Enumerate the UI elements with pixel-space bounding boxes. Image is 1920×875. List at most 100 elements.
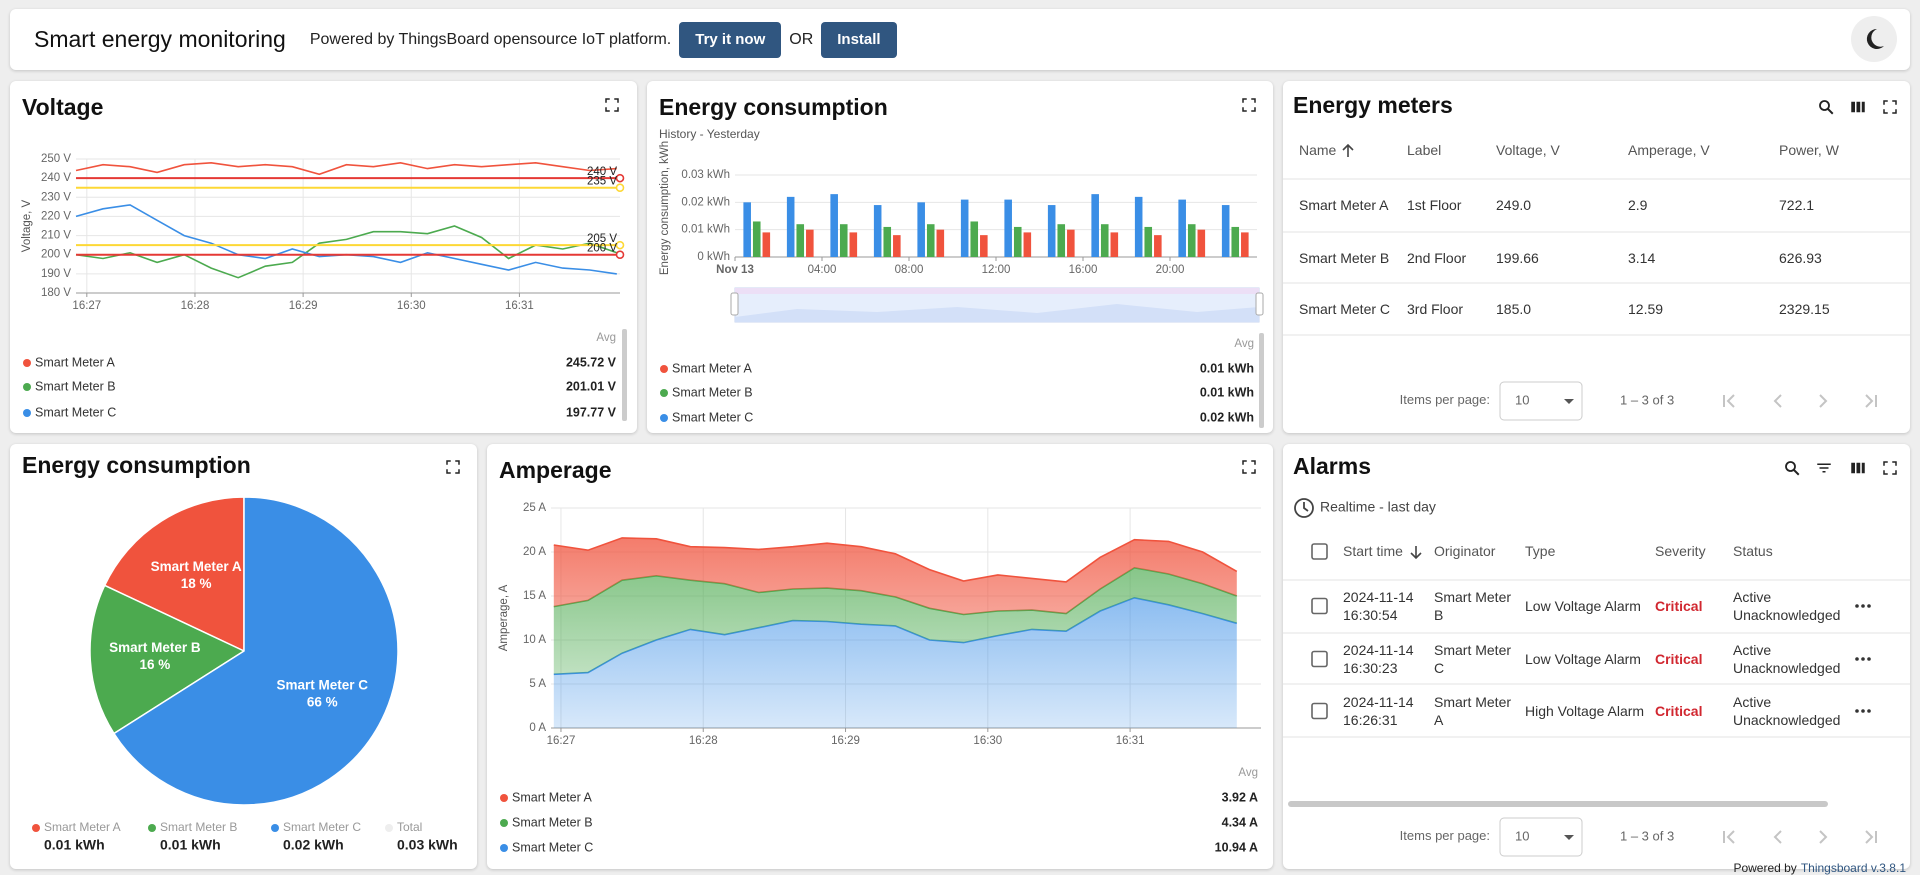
y-axis-title: Energy consumption, kWh bbox=[659, 141, 671, 275]
column-header: Severity bbox=[1655, 543, 1706, 559]
legend-swatch bbox=[660, 389, 668, 397]
widget-title: Energy consumption bbox=[659, 94, 888, 120]
bar bbox=[752, 221, 761, 257]
fullscreen-button[interactable] bbox=[605, 98, 619, 112]
column-header: Name bbox=[1299, 142, 1337, 158]
columns-button[interactable] bbox=[1851, 462, 1865, 474]
bar bbox=[1004, 199, 1012, 257]
x-tick-label: 16:27 bbox=[547, 735, 576, 747]
y-tick-label: 0.01 kWh bbox=[681, 224, 730, 236]
page-nav-button bbox=[1773, 394, 1782, 408]
column-header: Amperage, V bbox=[1628, 142, 1710, 158]
row-menu-dot bbox=[1861, 709, 1865, 713]
x-tick-label: 16:31 bbox=[505, 300, 534, 312]
legend-value: 3.92 A bbox=[1222, 790, 1258, 804]
y-tick-label: 220 V bbox=[41, 210, 71, 222]
version-link[interactable]: Thingsboard v.3.8.1 bbox=[1800, 861, 1906, 875]
or-text: OR bbox=[789, 30, 814, 48]
legend-swatch bbox=[23, 409, 31, 417]
bar bbox=[849, 232, 858, 257]
search-button[interactable] bbox=[1785, 461, 1800, 476]
legend-value: 0.03 kWh bbox=[397, 837, 458, 853]
install-button[interactable]: Install bbox=[821, 21, 897, 58]
page-nav-button bbox=[1865, 394, 1877, 408]
y-tick-label: 15 A bbox=[523, 590, 546, 602]
column-header: Power, W bbox=[1779, 142, 1839, 158]
cell: 626.93 bbox=[1779, 250, 1822, 266]
bar bbox=[806, 229, 814, 257]
scrollbar bbox=[1259, 333, 1264, 428]
pie-slice bbox=[103, 496, 245, 653]
column-header: Start time bbox=[1343, 543, 1403, 559]
bar bbox=[970, 221, 979, 257]
cell: High Voltage Alarm bbox=[1525, 703, 1645, 719]
widget-subtitle: History - Yesterday bbox=[659, 127, 760, 141]
cell: 249.0 bbox=[1496, 197, 1532, 213]
bar bbox=[1241, 232, 1249, 257]
bar bbox=[1057, 224, 1066, 257]
amperage-chart: Amperage 0 A 5 A 10 A 15 A 20 A 25 A 16:27 16:2… bbox=[498, 457, 1261, 854]
cell: Low Voltage Alarm bbox=[1525, 598, 1641, 614]
sort-arrow bbox=[1342, 143, 1354, 157]
legend-header: Avg bbox=[1238, 767, 1258, 779]
slice-value: 16 % bbox=[139, 657, 170, 672]
legend-swatch bbox=[500, 844, 508, 852]
cell: 12.59 bbox=[1628, 301, 1664, 317]
page-nav-button bbox=[1865, 830, 1877, 844]
widget-title: Energy meters bbox=[1293, 92, 1453, 118]
x-tick-label: Nov 13 bbox=[716, 264, 754, 276]
fullscreen-button[interactable] bbox=[1242, 460, 1256, 474]
page-size-select bbox=[1499, 381, 1583, 421]
search-button[interactable] bbox=[1819, 100, 1834, 115]
fullscreen-button[interactable] bbox=[1883, 100, 1897, 114]
fullscreen-button[interactable] bbox=[446, 460, 460, 474]
widget-title: Energy consumption bbox=[22, 452, 251, 478]
legend-swatch bbox=[23, 383, 31, 391]
clock-icon bbox=[1294, 498, 1314, 518]
items-per-page-label: Items per page: bbox=[1399, 828, 1490, 843]
pie-slice bbox=[89, 584, 246, 735]
fullscreen-button[interactable] bbox=[1242, 98, 1256, 112]
bar bbox=[743, 202, 751, 257]
threshold-marker bbox=[615, 173, 625, 183]
bar bbox=[926, 224, 935, 257]
threshold-marker bbox=[615, 240, 625, 250]
legend-swatch bbox=[660, 414, 668, 422]
select-arrow bbox=[1564, 399, 1574, 404]
filter-button[interactable] bbox=[1817, 463, 1831, 473]
select-all-checkbox[interactable] bbox=[1311, 543, 1328, 560]
cell: 3.14 bbox=[1628, 250, 1656, 266]
cell: Critical bbox=[1655, 703, 1703, 719]
cell: Smart Meter B bbox=[1434, 589, 1512, 623]
data-zoom[interactable] bbox=[730, 287, 1264, 323]
slice-value: 18 % bbox=[181, 576, 212, 591]
bar bbox=[980, 235, 988, 257]
slice-label: Smart Meter B bbox=[109, 640, 201, 655]
legend-swatch bbox=[271, 824, 279, 832]
slice-value: 66 % bbox=[307, 695, 338, 710]
theme-toggle[interactable] bbox=[1850, 15, 1898, 63]
x-tick-label: 12:00 bbox=[982, 264, 1011, 276]
x-tick-label: 16:27 bbox=[72, 300, 101, 312]
sort-arrow bbox=[1410, 546, 1422, 560]
legend-value: 201.01 V bbox=[566, 379, 617, 393]
cell: Smart Meter B bbox=[1299, 250, 1390, 266]
tagline: Powered by ThingsBoard opensource IoT pl… bbox=[309, 30, 672, 48]
legend-label: Smart Meter A bbox=[672, 361, 753, 375]
page-size-select bbox=[1499, 817, 1583, 857]
row-menu-dot bbox=[1867, 657, 1871, 661]
cell: Active Unacknowledged bbox=[1733, 589, 1841, 623]
columns-button[interactable] bbox=[1851, 101, 1865, 113]
table-decor: Alarms Realtime - last day 10 1 – 3 of 3 bbox=[1283, 453, 1910, 857]
y-tick-label: 210 V bbox=[41, 230, 71, 242]
legend-value: 0.01 kWh bbox=[1200, 361, 1254, 375]
x-tick-label: 16:30 bbox=[973, 735, 1002, 747]
bar bbox=[1231, 226, 1240, 257]
legend-swatch bbox=[23, 359, 31, 367]
fullscreen-button[interactable] bbox=[1883, 461, 1897, 475]
try-button[interactable]: Try it now bbox=[679, 21, 782, 58]
legend-value: 0.01 kWh bbox=[44, 837, 105, 853]
row-menu-dot bbox=[1861, 657, 1865, 661]
bar bbox=[1197, 229, 1206, 257]
